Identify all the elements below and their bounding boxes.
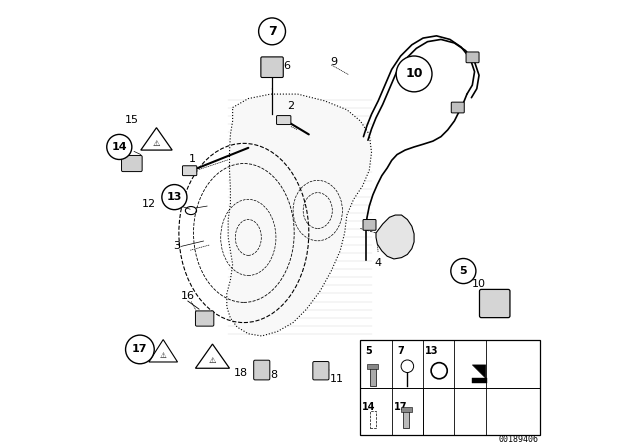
Text: 5: 5 (460, 266, 467, 276)
Text: 9: 9 (330, 57, 337, 67)
Text: 00189406: 00189406 (499, 435, 539, 444)
Text: 2: 2 (287, 101, 294, 111)
Text: 13: 13 (166, 192, 182, 202)
FancyBboxPatch shape (403, 411, 409, 428)
Circle shape (125, 335, 154, 364)
FancyBboxPatch shape (182, 166, 197, 176)
Circle shape (396, 56, 432, 92)
Text: 13: 13 (425, 345, 439, 356)
Text: 5: 5 (365, 345, 372, 356)
Text: 7: 7 (397, 345, 404, 356)
Circle shape (259, 18, 285, 45)
Text: 17: 17 (394, 401, 408, 412)
Polygon shape (376, 215, 414, 259)
Text: 16: 16 (181, 291, 195, 301)
Text: ⚠: ⚠ (153, 139, 160, 148)
Text: 12: 12 (142, 199, 156, 209)
FancyBboxPatch shape (367, 364, 378, 369)
Text: 14: 14 (362, 401, 375, 412)
Polygon shape (472, 365, 486, 378)
FancyBboxPatch shape (261, 57, 284, 78)
Text: 4: 4 (374, 258, 382, 267)
Text: 14: 14 (111, 142, 127, 152)
FancyBboxPatch shape (401, 407, 412, 412)
Text: 18: 18 (234, 368, 248, 378)
FancyBboxPatch shape (122, 155, 142, 172)
Text: ⚠: ⚠ (209, 356, 216, 365)
FancyBboxPatch shape (479, 289, 510, 318)
FancyBboxPatch shape (370, 367, 376, 385)
FancyBboxPatch shape (253, 360, 270, 380)
Text: 17: 17 (132, 345, 148, 354)
Text: 10: 10 (472, 279, 486, 289)
Circle shape (451, 258, 476, 284)
Text: 7: 7 (268, 25, 276, 38)
Text: 11: 11 (330, 374, 344, 383)
Text: 1: 1 (189, 154, 196, 164)
FancyBboxPatch shape (363, 220, 376, 230)
Text: 10: 10 (405, 67, 423, 81)
Bar (360, 340, 540, 435)
Text: 8: 8 (270, 370, 277, 380)
Bar (472, 378, 486, 383)
Text: 15: 15 (125, 115, 139, 125)
Circle shape (107, 134, 132, 159)
FancyBboxPatch shape (313, 362, 329, 380)
Polygon shape (227, 94, 371, 336)
Text: ⚠: ⚠ (160, 351, 166, 360)
Circle shape (162, 185, 187, 210)
FancyBboxPatch shape (276, 116, 291, 125)
FancyBboxPatch shape (466, 52, 479, 63)
FancyBboxPatch shape (451, 102, 464, 113)
Text: 3: 3 (173, 241, 180, 251)
FancyBboxPatch shape (195, 311, 214, 326)
Text: 6: 6 (284, 61, 291, 71)
